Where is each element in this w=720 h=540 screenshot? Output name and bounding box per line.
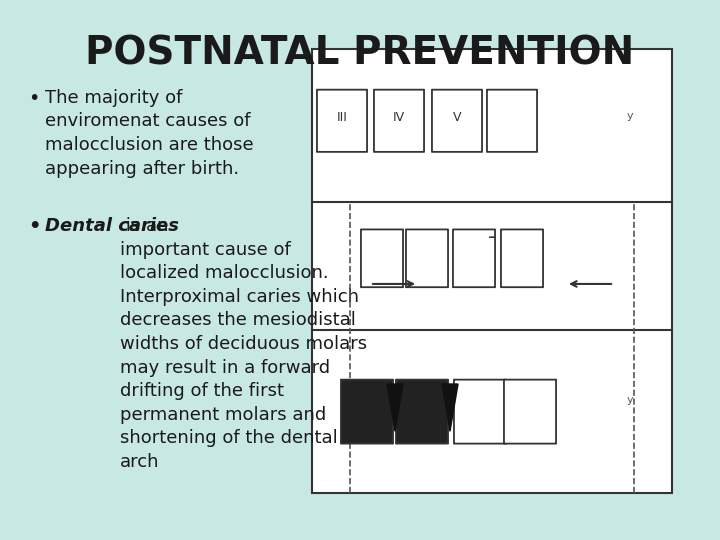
Polygon shape	[387, 384, 403, 431]
FancyBboxPatch shape	[453, 230, 495, 287]
Text: V: V	[453, 111, 462, 124]
FancyBboxPatch shape	[396, 380, 448, 443]
FancyBboxPatch shape	[341, 380, 393, 443]
Text: IV: IV	[393, 111, 405, 124]
Text: •: •	[28, 217, 40, 236]
FancyBboxPatch shape	[501, 230, 543, 287]
Text: POSTNATAL PREVENTION: POSTNATAL PREVENTION	[86, 35, 634, 72]
FancyBboxPatch shape	[487, 90, 537, 152]
FancyBboxPatch shape	[317, 90, 367, 152]
FancyBboxPatch shape	[374, 90, 424, 152]
FancyBboxPatch shape	[432, 90, 482, 152]
Polygon shape	[442, 384, 458, 431]
FancyBboxPatch shape	[454, 380, 506, 443]
Text: Dental caries: Dental caries	[45, 217, 179, 235]
Bar	[312, 49, 672, 493]
FancyBboxPatch shape	[406, 230, 448, 287]
FancyBboxPatch shape	[361, 230, 403, 287]
Text: is an
important cause of
localized malocclusion.
Interproximal caries which
decr: is an important cause of localized maloc…	[120, 217, 367, 471]
Text: The majority of
enviromenat causes of
malocclusion are those
appearing after bir: The majority of enviromenat causes of ma…	[45, 89, 253, 178]
Text: III: III	[336, 111, 348, 124]
Text: •: •	[28, 89, 40, 108]
Text: -: -	[488, 227, 496, 247]
Text: y: y	[626, 395, 634, 405]
FancyBboxPatch shape	[504, 380, 556, 443]
Text: y: y	[626, 111, 634, 121]
